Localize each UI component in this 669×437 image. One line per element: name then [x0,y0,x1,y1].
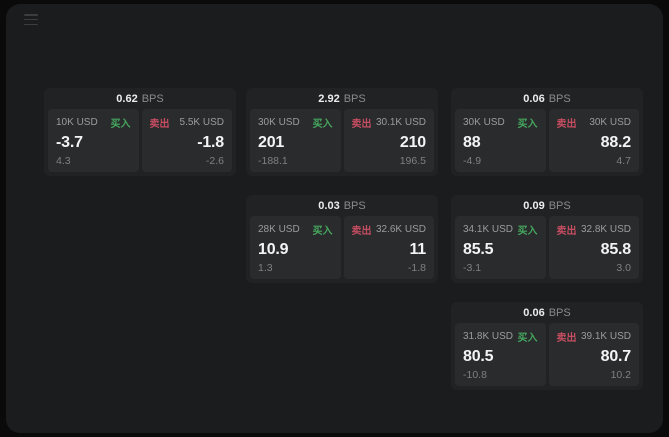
sell-amount-label: 30.1K USD [375,117,426,128]
bps-header: 0.62 BPS [44,88,236,109]
sell-price-value: 11 [409,240,426,258]
buy-side-label: 买入 [110,119,131,130]
sell-side-label: 卖出 [351,226,372,237]
buy-delta-value: -10.8 [463,368,487,381]
sell-side-label: 卖出 [556,119,577,130]
quote-body: 31.8K USD 买入 80.5 -10.8 卖出 39.1K USD 80.… [451,323,643,390]
buy-delta-value: 1.3 [258,261,273,274]
sell-price-value: -1.8 [197,133,224,151]
buy-panel[interactable]: 30K USD 买入 88 -4.9 [455,109,546,172]
buy-amount-label: 10K USD [56,117,98,128]
sell-side-label: 卖出 [556,333,577,344]
sell-side-label: 卖出 [351,119,372,130]
quote-body: 30K USD 买入 88 -4.9 卖出 30K USD 88.2 4.7 [451,109,643,176]
bps-unit-label: BPS [343,199,366,212]
buy-delta-value: -4.9 [463,154,482,167]
buy-amount-label: 30K USD [463,117,505,128]
bps-header: 0.03 BPS [246,195,438,216]
bps-value: 0.03 [318,199,340,212]
sell-delta-value: -2.6 [205,154,224,167]
bps-value: 0.06 [523,306,545,319]
quote-body: 10K USD 买入 -3.7 4.3 卖出 5.5K USD -1.8 -2.… [44,109,236,176]
bps-unit-label: BPS [141,92,164,105]
sell-amount-label: 32.8K USD [580,224,631,235]
bps-quote-card: 2.92 BPS 30K USD 买入 201 -188.1 卖出 30.1K … [246,88,438,176]
sell-panel[interactable]: 卖出 39.1K USD 80.7 10.2 [548,323,639,386]
buy-panel[interactable]: 31.8K USD 买入 80.5 -10.8 [455,323,546,386]
buy-side-label: 买入 [517,226,538,237]
sell-delta-value: 196.5 [399,154,426,167]
sell-price-value: 85.8 [600,240,632,258]
bps-value: 0.06 [523,92,545,105]
main-panel: 0.62 BPS 10K USD 买入 -3.7 4.3 卖出 5.5K USD… [6,4,663,433]
bps-unit-label: BPS [548,306,571,319]
buy-price-value: 10.9 [258,240,289,258]
buy-price-value: -3.7 [56,133,83,151]
bps-unit-label: BPS [548,199,571,212]
buy-amount-label: 34.1K USD [463,224,514,235]
sell-price-value: 210 [399,133,426,151]
buy-price-value: 85.5 [463,240,494,258]
bps-unit-label: BPS [548,92,571,105]
bps-value: 0.09 [523,199,545,212]
sell-amount-label: 5.5K USD [179,117,224,128]
sell-delta-value: -1.8 [407,261,426,274]
bps-header: 0.06 BPS [451,88,643,109]
sell-price-value: 80.7 [600,347,632,365]
buy-delta-value: -3.1 [463,261,482,274]
quote-body: 34.1K USD 买入 85.5 -3.1 卖出 32.8K USD 85.8… [451,216,643,283]
sell-price-value: 88.2 [600,133,632,151]
buy-panel[interactable]: 10K USD 买入 -3.7 4.3 [48,109,139,172]
bps-value: 0.62 [116,92,138,105]
sell-amount-label: 30K USD [589,117,631,128]
sell-panel[interactable]: 卖出 32.8K USD 85.8 3.0 [548,216,639,279]
buy-amount-label: 31.8K USD [463,331,514,342]
buy-side-label: 买入 [312,119,333,130]
sell-panel[interactable]: 卖出 30K USD 88.2 4.7 [548,109,639,172]
sell-panel[interactable]: 卖出 32.6K USD 11 -1.8 [343,216,434,279]
bps-quote-card: 0.06 BPS 31.8K USD 买入 80.5 -10.8 卖出 39.1… [451,302,643,390]
hamburger-menu-icon[interactable] [24,14,38,25]
bps-quote-card: 0.06 BPS 30K USD 买入 88 -4.9 卖出 30K USD 8… [451,88,643,176]
sell-delta-value: 3.0 [616,261,631,274]
bps-header: 2.92 BPS [246,88,438,109]
bps-value: 2.92 [318,92,340,105]
buy-price-value: 80.5 [463,347,494,365]
sell-delta-value: 10.2 [610,368,631,381]
buy-price-value: 201 [258,133,285,151]
buy-panel[interactable]: 28K USD 买入 10.9 1.3 [250,216,341,279]
bps-header: 0.09 BPS [451,195,643,216]
buy-delta-value: 4.3 [56,154,71,167]
sell-panel[interactable]: 卖出 5.5K USD -1.8 -2.6 [141,109,232,172]
sell-panel[interactable]: 卖出 30.1K USD 210 196.5 [343,109,434,172]
quote-body: 28K USD 买入 10.9 1.3 卖出 32.6K USD 11 -1.8 [246,216,438,283]
buy-amount-label: 28K USD [258,224,300,235]
sell-side-label: 卖出 [556,226,577,237]
buy-side-label: 买入 [517,333,538,344]
buy-amount-label: 30K USD [258,117,300,128]
buy-side-label: 买入 [517,119,538,130]
buy-panel[interactable]: 30K USD 买入 201 -188.1 [250,109,341,172]
sell-amount-label: 32.6K USD [375,224,426,235]
bps-quote-card: 0.62 BPS 10K USD 买入 -3.7 4.3 卖出 5.5K USD… [44,88,236,176]
bps-unit-label: BPS [343,92,366,105]
buy-side-label: 买入 [312,226,333,237]
quote-body: 30K USD 买入 201 -188.1 卖出 30.1K USD 210 1… [246,109,438,176]
buy-panel[interactable]: 34.1K USD 买入 85.5 -3.1 [455,216,546,279]
bps-quote-card: 0.03 BPS 28K USD 买入 10.9 1.3 卖出 32.6K US… [246,195,438,283]
buy-delta-value: -188.1 [258,154,288,167]
bps-header: 0.06 BPS [451,302,643,323]
bps-quote-card: 0.09 BPS 34.1K USD 买入 85.5 -3.1 卖出 32.8K… [451,195,643,283]
sell-amount-label: 39.1K USD [580,331,631,342]
buy-price-value: 88 [463,133,481,151]
sell-delta-value: 4.7 [616,154,631,167]
sell-side-label: 卖出 [149,119,170,130]
